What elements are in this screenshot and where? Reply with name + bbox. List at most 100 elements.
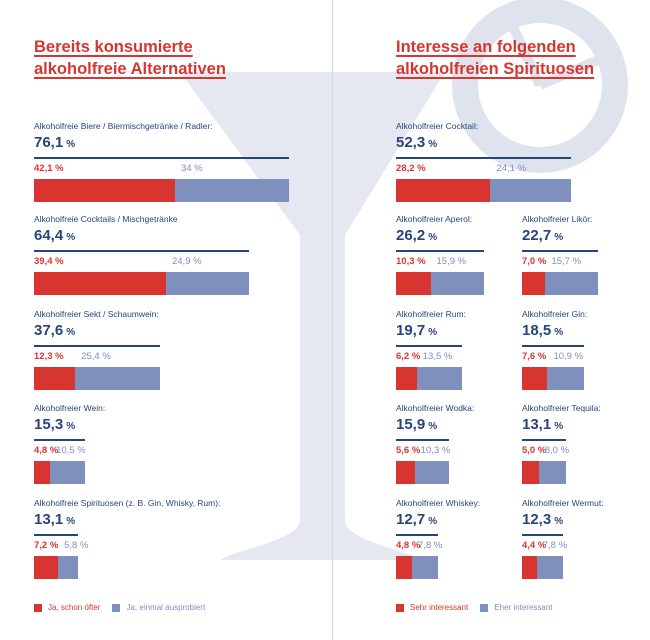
total-value: 26,2%: [396, 227, 484, 247]
bar-segment-blue: [175, 178, 289, 202]
total-number: 64,4: [34, 227, 64, 244]
category-block: Alkoholfreie Spirituosen (z. B. Gin, Whi…: [34, 498, 220, 579]
total-rule: [34, 534, 78, 536]
category-block: Alkoholfreier Wodka: 15,9% 5,6 % 10,3 %: [396, 403, 474, 484]
total-rule: [34, 439, 86, 441]
category-label: Alkoholfreier Wermut:: [522, 498, 604, 508]
category-label: Alkoholfreier Aperol:: [396, 214, 473, 224]
total-number: 12,3: [522, 511, 552, 528]
category-label: Alkoholfreier Whiskey:: [396, 498, 481, 508]
stacked-bar: [522, 555, 604, 579]
category-label: Alkoholfreie Cocktails / Mischgetränke: [34, 214, 178, 224]
bar-segment-red: [396, 555, 413, 579]
value-labels: 6,2 % 13,5 %: [396, 351, 466, 365]
stacked-bar: [522, 366, 587, 390]
total-value: 13,1%: [34, 511, 220, 531]
orange-slice-segment: [538, 50, 612, 90]
category-label: Alkoholfreie Biere / Biermischgetränke /…: [34, 121, 213, 131]
value-labels: 7,0 % 15,7 %: [522, 256, 598, 270]
blue-value-label: 25,4 %: [81, 350, 111, 362]
category-block: Alkoholfreie Biere / Biermischgetränke /…: [34, 121, 289, 202]
stacked-bar: [34, 271, 250, 295]
blue-value-label: 8,0 %: [544, 444, 570, 456]
total-value: 19,7%: [396, 322, 466, 342]
blue-value-label: 34 %: [181, 162, 203, 174]
chart-title-left: Bereits konsumierte alkoholfreie Alterna…: [34, 36, 226, 80]
blue-value-label: 10,9 %: [553, 350, 584, 362]
blue-value-label: 10,5 %: [56, 444, 86, 456]
blue-value-label: 7,8 %: [418, 539, 443, 551]
blue-value-label: 7,8 %: [542, 539, 568, 551]
red-value-label: 5,0 %: [522, 444, 547, 456]
stacked-bar: [396, 271, 484, 295]
red-value-label: 7,2 %: [34, 539, 59, 551]
total-unit: %: [66, 327, 76, 338]
total-number: 19,7: [396, 322, 426, 339]
total-number: 76,1: [34, 134, 64, 151]
stacked-bar: [396, 178, 572, 202]
stacked-bar: [34, 366, 161, 390]
category-block: Alkoholfreier Likör: 22,7% 7,0 % 15,7 %: [522, 214, 599, 295]
category-block: Alkoholfreier Wein: 15,3% 4,8 % 10,5 %: [34, 403, 105, 484]
total-rule: [396, 250, 484, 252]
bar-segment-red: [522, 460, 539, 484]
total-number: 12,7: [396, 511, 426, 528]
category-block: Alkoholfreier Whiskey: 12,7% 4,8 % 7,8 %: [396, 498, 480, 579]
bar-segment-blue: [416, 366, 462, 390]
bar-segment-blue: [430, 271, 484, 295]
category-label: Alkoholfreier Likör:: [522, 214, 593, 224]
total-number: 13,1: [34, 511, 64, 528]
stacked-bar: [34, 460, 105, 484]
value-labels: 12,3 % 25,4 %: [34, 351, 160, 365]
total-number: 37,6: [34, 322, 64, 339]
red-value-label: 10,3 %: [396, 255, 426, 267]
category-block: Alkoholfreier Cocktail: 52,3% 28,2 % 24,1 %: [396, 121, 572, 202]
legend-swatch-red: [396, 603, 404, 612]
total-value: 37,6%: [34, 322, 160, 342]
total-unit: %: [554, 421, 564, 432]
total-rule: [34, 250, 250, 252]
title-line: alkoholfreie Alternativen: [34, 60, 226, 78]
category-label: Alkoholfreie Spirituosen (z. B. Gin, Whi…: [34, 498, 221, 508]
bar-segment-red: [34, 178, 176, 202]
legend-label: Eher interessant: [494, 603, 553, 612]
total-value: 64,4%: [34, 227, 249, 247]
category-label: Alkoholfreier Rum:: [396, 309, 466, 319]
value-labels: 39,4 % 24,9 %: [34, 256, 249, 270]
bar-segment-blue: [536, 555, 563, 579]
category-block: Alkoholfreie Cocktails / Mischgetränke 64…: [34, 214, 250, 295]
bar-segment-blue: [412, 555, 439, 579]
red-value-label: 28,2 %: [396, 162, 426, 174]
bar-segment-red: [396, 460, 415, 484]
total-rule: [522, 534, 563, 536]
total-unit: %: [554, 232, 564, 243]
orange-slice-ring: [452, 0, 628, 173]
stacked-bar: [34, 555, 220, 579]
bar-segment-red: [522, 271, 546, 295]
red-value-label: 6,2 %: [396, 350, 421, 362]
total-unit: %: [428, 232, 438, 243]
total-unit: %: [428, 421, 438, 432]
total-unit: %: [554, 516, 564, 527]
value-labels: 5,0 % 8,0 %: [522, 445, 601, 459]
stacked-bar: [522, 460, 601, 484]
total-number: 52,3: [396, 134, 426, 151]
category-label: Alkoholfreier Wodka:: [396, 403, 475, 413]
bar-segment-blue: [75, 366, 161, 390]
red-value-label: 39,4 %: [34, 255, 64, 267]
bar-segment-red: [34, 366, 76, 390]
total-number: 26,2: [396, 227, 426, 244]
bar-segment-blue: [547, 366, 584, 390]
value-labels: 4,8 % 10,5 %: [34, 445, 105, 459]
blue-value-label: 24,1 %: [496, 162, 527, 174]
total-unit: %: [428, 327, 438, 338]
total-number: 15,3: [34, 416, 64, 433]
category-block: Alkoholfreier Tequila: 13,1% 5,0 % 8,0 %: [522, 403, 601, 484]
bar-segment-red: [34, 460, 51, 484]
value-labels: 42,1 % 34 %: [34, 163, 289, 177]
category-block: Alkoholfreier Wermut: 12,3% 4,4 % 7,8 %: [522, 498, 604, 579]
total-rule: [34, 345, 161, 347]
bar-segment-blue: [50, 460, 86, 484]
total-rule: [522, 439, 566, 441]
value-labels: 4,8 % 7,8 %: [396, 540, 480, 554]
